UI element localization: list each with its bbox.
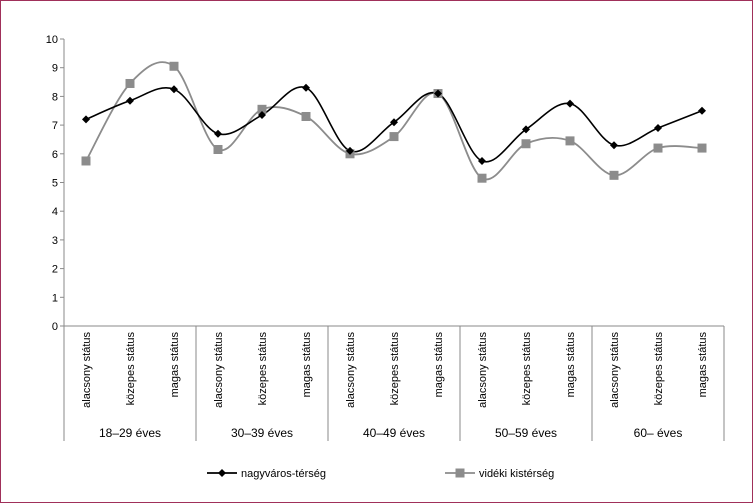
x-category-label: alacsony státus xyxy=(345,332,357,408)
series-markers xyxy=(81,61,707,183)
x-category-label: alacsony státus xyxy=(213,332,225,408)
legend-marker xyxy=(218,469,226,477)
group-label: 18–29 éves xyxy=(99,426,161,440)
data-point-square xyxy=(565,136,575,146)
x-axis-categories: alacsony státus közepes státus magas státu… xyxy=(81,332,709,408)
data-point-diamond xyxy=(346,146,354,155)
y-tick-label: 2 xyxy=(52,264,58,276)
data-point-diamond xyxy=(390,118,398,127)
legend-marker xyxy=(455,468,465,478)
group-label: 30–39 éves xyxy=(231,426,293,440)
data-point-square xyxy=(81,156,91,166)
x-category-label: alacsony státus xyxy=(477,332,489,408)
data-point-diamond xyxy=(214,129,222,138)
data-point-square xyxy=(257,104,267,114)
legend-label: vidéki kistérség xyxy=(479,468,554,480)
x-category-label: alacsony státus xyxy=(81,332,93,408)
legend-item: nagyváros-térség xyxy=(207,468,326,480)
x-category-label: magas státus xyxy=(565,332,577,398)
y-tick-label: 6 xyxy=(52,149,58,161)
y-tick-label: 9 xyxy=(52,63,58,75)
legend: nagyváros-térség vidéki kistérség xyxy=(207,468,554,480)
x-category-label: magas státus xyxy=(169,332,181,398)
data-point-diamond xyxy=(522,125,530,134)
y-axis-ticks: 0 1 2 3 4 5 6 7 8 9 10 xyxy=(46,34,64,333)
y-tick-label: 3 xyxy=(52,235,58,247)
data-point-square xyxy=(697,143,707,153)
group-label: 60– éves xyxy=(634,426,683,440)
data-point-diamond xyxy=(566,99,574,108)
x-category-label: magas státus xyxy=(301,332,313,398)
x-category-label: magas státus xyxy=(433,332,445,398)
y-tick-label: 8 xyxy=(52,91,58,103)
legend-item: vidéki kistérség xyxy=(445,468,554,480)
y-tick-label: 5 xyxy=(52,178,58,190)
data-point-square xyxy=(169,61,179,71)
data-point-diamond xyxy=(170,85,178,94)
x-axis-groups: 18–29 éves 30–39 éves 40–49 éves 50–59 éves… xyxy=(63,326,725,441)
data-point-square xyxy=(521,139,531,149)
data-point-square xyxy=(389,132,399,142)
data-point-diamond xyxy=(302,83,310,92)
x-category-label: közepes státus xyxy=(257,332,269,406)
data-point-diamond xyxy=(126,96,134,105)
y-tick-label: 10 xyxy=(46,34,58,46)
y-tick-label: 0 xyxy=(52,321,58,333)
x-category-label: alacsony státus xyxy=(609,332,621,408)
data-point-diamond xyxy=(610,141,618,150)
data-point-diamond xyxy=(654,123,662,132)
y-tick-label: 4 xyxy=(52,206,58,218)
data-point-square xyxy=(477,173,487,183)
data-point-diamond xyxy=(478,156,486,165)
data-point-square xyxy=(653,143,663,153)
data-point-diamond xyxy=(434,89,442,98)
data-point-square xyxy=(125,78,135,88)
data-point-diamond xyxy=(258,111,266,120)
data-point-diamond xyxy=(698,106,706,115)
data-point-square xyxy=(213,144,223,154)
legend-label: nagyváros-térség xyxy=(241,468,326,480)
x-category-label: magas státus xyxy=(697,332,709,398)
x-category-label: közepes státus xyxy=(521,332,533,406)
x-category-label: közepes státus xyxy=(389,332,401,406)
x-category-label: közepes státus xyxy=(653,332,665,406)
data-point-square xyxy=(301,111,311,121)
axes xyxy=(63,39,724,327)
group-label: 40–49 éves xyxy=(363,426,425,440)
y-tick-label: 1 xyxy=(52,292,58,304)
y-tick-label: 7 xyxy=(52,120,58,132)
x-category-label: közepes státus xyxy=(125,332,137,406)
data-point-square xyxy=(609,170,619,180)
data-point-diamond xyxy=(82,115,90,124)
group-label: 50–59 éves xyxy=(495,426,557,440)
